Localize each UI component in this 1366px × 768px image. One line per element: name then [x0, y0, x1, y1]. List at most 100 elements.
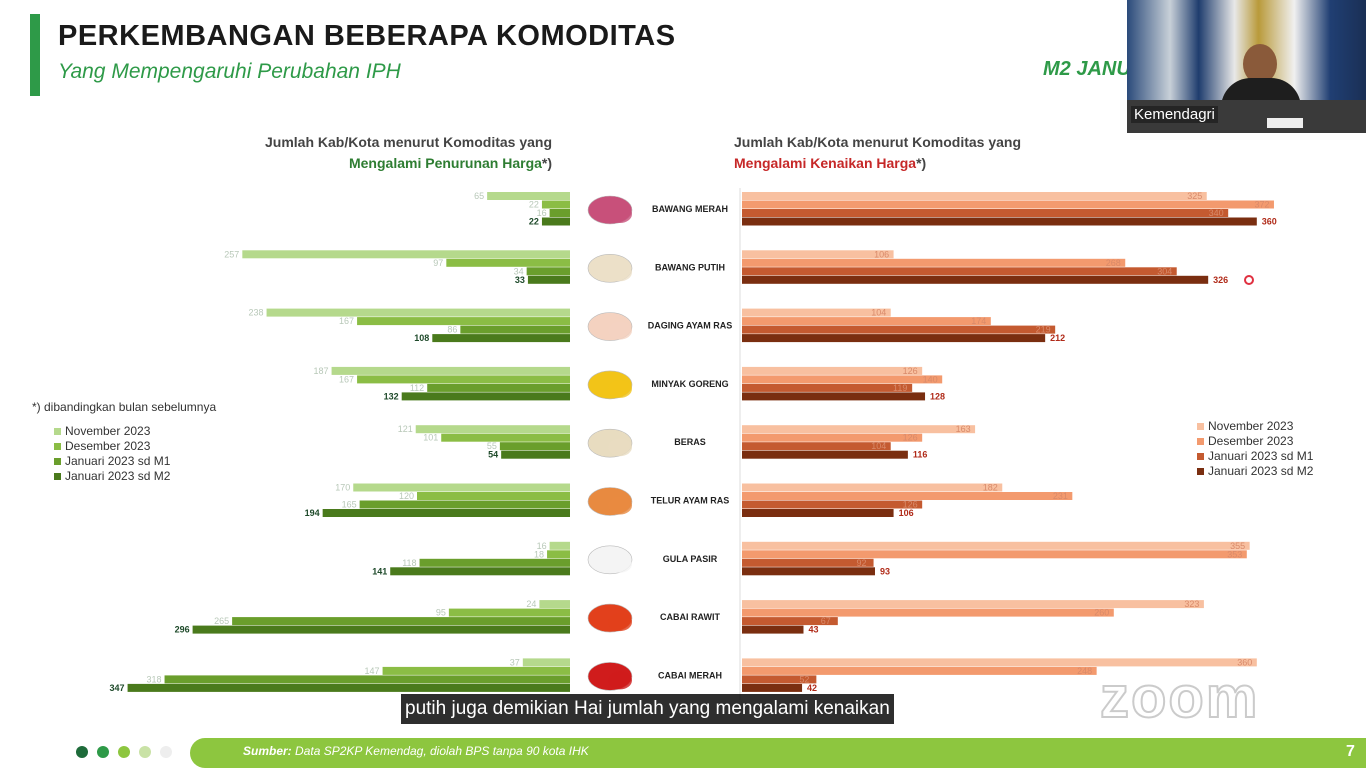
laser-pointer-dot [1244, 275, 1254, 285]
bar-value-label: 182 [983, 483, 998, 493]
bar-value-label: 104 [871, 308, 886, 318]
category-label: GULA PASIR [663, 554, 718, 564]
legend-item: Januari 2023 sd M1 [1197, 449, 1313, 464]
bar-penurunan [448, 608, 570, 617]
video-thumbnail[interactable]: Kemendagri [1127, 0, 1366, 133]
bar-kenaikan [742, 200, 1274, 209]
bar-value-label: 257 [224, 249, 239, 259]
slide-dot [118, 746, 130, 758]
bar-value-label: 22 [529, 200, 539, 210]
bar-kenaikan [742, 567, 875, 576]
bar-kenaikan [742, 492, 1073, 500]
bar-kenaikan [742, 334, 1046, 343]
bar-value-label: 268 [1106, 258, 1121, 268]
sugar-icon [587, 545, 633, 575]
bar-value-label: 170 [335, 483, 350, 493]
bar-value-label: 340 [1209, 208, 1224, 218]
legend-label: Desember 2023 [1208, 434, 1294, 448]
legend-swatch [54, 458, 61, 465]
right-header-emph: Mengalami Kenaikan Harga [734, 155, 917, 171]
bar-kenaikan [742, 550, 1247, 559]
period-label: M2 JANU [1043, 58, 1131, 80]
bar-kenaikan [742, 683, 803, 692]
slide-dot [139, 746, 151, 758]
bar-kenaikan [742, 666, 1097, 675]
bar-value-label: 187 [314, 366, 329, 376]
bar-kenaikan [742, 658, 1257, 667]
bar-value-label: 43 [808, 625, 818, 635]
bar-penurunan [164, 675, 571, 684]
bar-value-label: 347 [110, 683, 125, 693]
chili-red-icon [587, 662, 633, 691]
bar-value-label: 42 [807, 683, 817, 693]
bar-value-label: 33 [515, 275, 525, 285]
bar-kenaikan [742, 383, 913, 392]
bar-value-label: 116 [913, 450, 928, 460]
bar-kenaikan [742, 317, 991, 326]
bar-value-label: 167 [339, 316, 354, 326]
bar-value-label: 167 [339, 374, 354, 384]
bar-kenaikan [742, 325, 1056, 334]
bar-value-label: 34 [514, 266, 524, 276]
bar-penurunan [232, 617, 570, 626]
bar-value-label: 126 [903, 433, 918, 443]
bar-penurunan [401, 392, 570, 401]
bar-value-label: 67 [821, 616, 831, 626]
bar-value-label: 95 [436, 608, 446, 618]
bar-value-label: 106 [874, 249, 889, 259]
bar-value-label: 118 [402, 558, 416, 568]
legend-label: Desember 2023 [65, 439, 151, 453]
bar-value-label: 141 [372, 566, 387, 576]
bar-penurunan [382, 666, 570, 675]
chili-rawit-icon [587, 603, 633, 633]
bar-value-label: 163 [956, 424, 971, 434]
bar-value-label: 260 [1094, 608, 1109, 618]
desk [1127, 100, 1366, 133]
bar-value-label: 360 [1237, 657, 1252, 667]
bar-value-label: 108 [414, 333, 429, 343]
egg-icon [587, 487, 633, 516]
bar-penurunan [322, 509, 570, 517]
bar-value-label: 318 [147, 674, 162, 684]
legend-label: Januari 2023 sd M2 [1208, 464, 1314, 478]
bar-value-label: 325 [1187, 191, 1202, 201]
bar-kenaikan [742, 250, 894, 259]
bar-penurunan [127, 683, 570, 692]
bar-kenaikan [742, 500, 923, 509]
slide-dot [97, 746, 109, 758]
legend-swatch [54, 443, 61, 450]
left-header-emph: Mengalami Penurunan Harga [348, 155, 542, 171]
bar-value-label: 219 [1036, 325, 1051, 335]
bar-value-label: 212 [1050, 333, 1065, 343]
bar-kenaikan [742, 267, 1177, 276]
bar-penurunan [527, 275, 570, 284]
category-label: BAWANG PUTIH [655, 262, 725, 272]
bar-penurunan [539, 600, 570, 609]
bar-penurunan [549, 541, 570, 550]
bar-penurunan [266, 308, 570, 317]
legend-item: Desember 2023 [1197, 434, 1313, 449]
legend-swatch [1197, 423, 1204, 430]
bar-penurunan [549, 209, 570, 217]
slide-dots [76, 746, 172, 758]
bar-kenaikan [742, 366, 923, 375]
cooking-oil-icon [587, 370, 633, 400]
legend-label: Januari 2023 sd M1 [1208, 449, 1314, 463]
bar-value-label: 231 [1053, 491, 1068, 501]
bar-kenaikan [742, 209, 1229, 217]
bar-penurunan [390, 567, 570, 576]
bar-value-label: 97 [433, 258, 443, 268]
bar-penurunan [499, 442, 570, 451]
bar-value-label: 120 [399, 491, 414, 501]
legend-item: November 2023 [1197, 419, 1313, 434]
bar-value-label: 65 [474, 191, 484, 201]
bar-penurunan [441, 433, 570, 442]
bar-kenaikan [742, 275, 1209, 284]
right-header-line1: Jumlah Kab/Kota menurut Komoditas yang [734, 134, 1022, 150]
bar-penurunan [460, 325, 570, 334]
right-chart-header: Jumlah Kab/Kota menurut Komoditas yang M… [734, 134, 1021, 171]
legend-swatch [1197, 468, 1204, 475]
bar-value-label: 55 [487, 441, 497, 451]
category-label: CABAI RAWIT [660, 612, 720, 622]
